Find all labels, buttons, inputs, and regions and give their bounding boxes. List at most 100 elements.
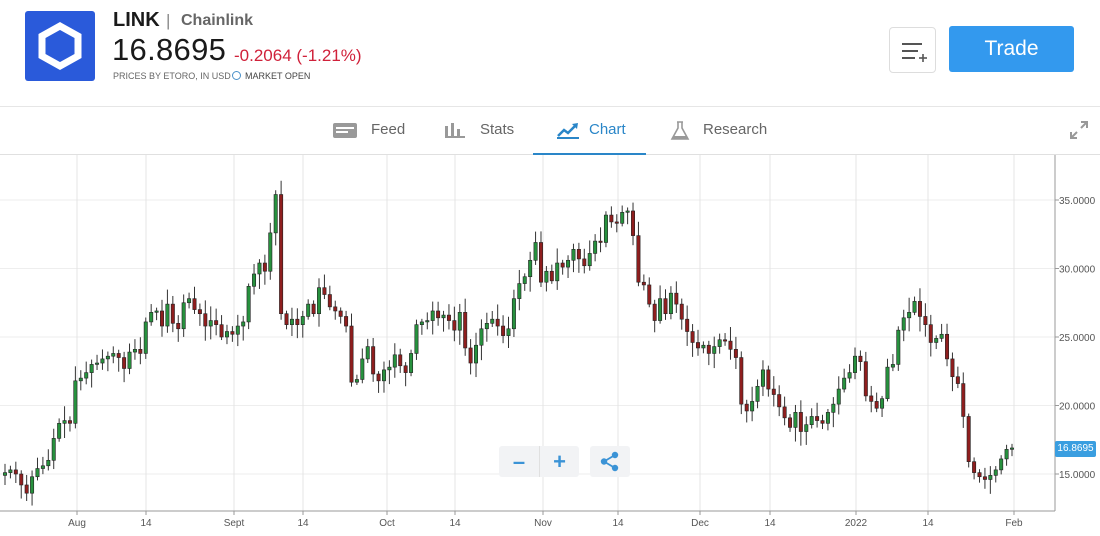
- candle-body: [40, 465, 45, 469]
- instrument-tabs: Feed Stats Chart Research: [0, 106, 1100, 155]
- candle-body: [241, 321, 246, 327]
- trade-button[interactable]: Trade: [949, 26, 1074, 72]
- current-price: 16.8695: [112, 32, 227, 67]
- candle-body: [327, 294, 332, 308]
- x-tick-label: 14: [449, 518, 461, 529]
- candle-body: [679, 303, 684, 320]
- zoom-in-button[interactable]: +: [539, 446, 579, 477]
- candle-body: [322, 287, 327, 295]
- candle-body: [977, 472, 982, 478]
- candle-body: [598, 240, 603, 243]
- candle-body: [506, 328, 511, 336]
- candle-body: [582, 258, 587, 267]
- candle-body: [333, 306, 338, 312]
- candle-body: [468, 347, 473, 364]
- candle-body: [603, 214, 608, 243]
- candle-body: [224, 331, 229, 338]
- candle-body: [999, 458, 1004, 471]
- candle-body: [24, 484, 29, 494]
- x-tick-label: 14: [922, 518, 934, 529]
- zoom-out-button[interactable]: –: [512, 449, 526, 474]
- candle-body: [382, 369, 386, 382]
- candle-body: [187, 298, 192, 304]
- candle-body: [430, 310, 435, 321]
- candle-body: [945, 333, 950, 360]
- x-tick-label: Dec: [691, 518, 709, 529]
- candle-body: [522, 276, 527, 284]
- candle-body: [901, 317, 906, 331]
- candle-body: [160, 310, 164, 327]
- tab-chart[interactable]: Chart: [556, 107, 636, 155]
- price-chart[interactable]: 35.0000 30.0000 25.0000 20.0000 15.0000 Aug 14…: [0, 155, 1100, 536]
- share-button[interactable]: [590, 446, 630, 477]
- candle-body: [105, 355, 110, 360]
- feed-icon: [333, 123, 357, 138]
- candle-body: [273, 194, 278, 234]
- candle-body: [67, 420, 72, 424]
- candle-body: [170, 303, 175, 324]
- candle-body: [668, 292, 673, 315]
- candle-body: [387, 366, 392, 371]
- candle-body: [392, 354, 397, 368]
- candle-body: [306, 303, 311, 317]
- candle-body: [641, 281, 646, 286]
- candle-body: [723, 339, 728, 342]
- candle-body: [484, 322, 489, 330]
- candle-body: [528, 259, 533, 278]
- candle-body: [111, 353, 116, 357]
- candle-body: [219, 324, 224, 338]
- candle-body: [398, 354, 403, 367]
- candle-body: [728, 340, 733, 350]
- tab-research-label: Research: [703, 121, 768, 138]
- candle-body: [116, 353, 121, 358]
- x-tick-label: Oct: [379, 518, 395, 529]
- candle-body: [73, 380, 78, 424]
- candle-body: [934, 338, 939, 343]
- candle-body: [620, 212, 625, 224]
- candle-body: [479, 328, 484, 346]
- candle-body: [798, 412, 803, 432]
- candle-body: [3, 472, 7, 476]
- candle-body: [317, 287, 321, 315]
- candle-body: [289, 318, 294, 325]
- candle-body: [890, 364, 895, 368]
- candle-body: [143, 321, 148, 354]
- candle-body: [804, 424, 809, 432]
- candle-body: [197, 309, 202, 315]
- candle-body: [192, 298, 197, 310]
- expand-icon[interactable]: [1068, 119, 1090, 141]
- candle-body: [203, 313, 208, 327]
- stats-icon: [445, 123, 465, 138]
- add-to-watchlist-button[interactable]: [889, 27, 936, 73]
- candle-body: [760, 369, 765, 387]
- tab-chart-label: Chart: [589, 121, 626, 138]
- candle-body: [701, 344, 706, 349]
- candle-body: [674, 292, 679, 305]
- candle-body: [690, 331, 695, 343]
- tab-stats[interactable]: Stats: [444, 107, 524, 155]
- candle-body: [295, 318, 300, 325]
- candle-body: [966, 416, 971, 462]
- candle-body: [739, 357, 744, 405]
- candle-body: [57, 423, 62, 439]
- candle-body: [457, 312, 462, 331]
- x-tick-label: Sept: [224, 518, 245, 529]
- candle-body: [463, 312, 468, 349]
- candle-body: [62, 420, 67, 424]
- candle-body: [955, 376, 960, 384]
- candle-body: [425, 320, 430, 323]
- instrument-name: Chainlink: [181, 12, 254, 29]
- tab-research[interactable]: Research: [669, 107, 779, 155]
- candle-body: [19, 473, 24, 486]
- candle-body: [766, 369, 771, 390]
- candle-body: [717, 339, 722, 347]
- candle-body: [696, 342, 700, 349]
- candle-body: [820, 420, 825, 424]
- candle-body: [138, 349, 143, 354]
- candle-body: [89, 364, 94, 373]
- candle-body: [354, 379, 359, 383]
- candle-body: [84, 372, 89, 379]
- candle-body: [252, 273, 257, 287]
- candle-body: [235, 325, 240, 335]
- tab-feed[interactable]: Feed: [332, 107, 412, 155]
